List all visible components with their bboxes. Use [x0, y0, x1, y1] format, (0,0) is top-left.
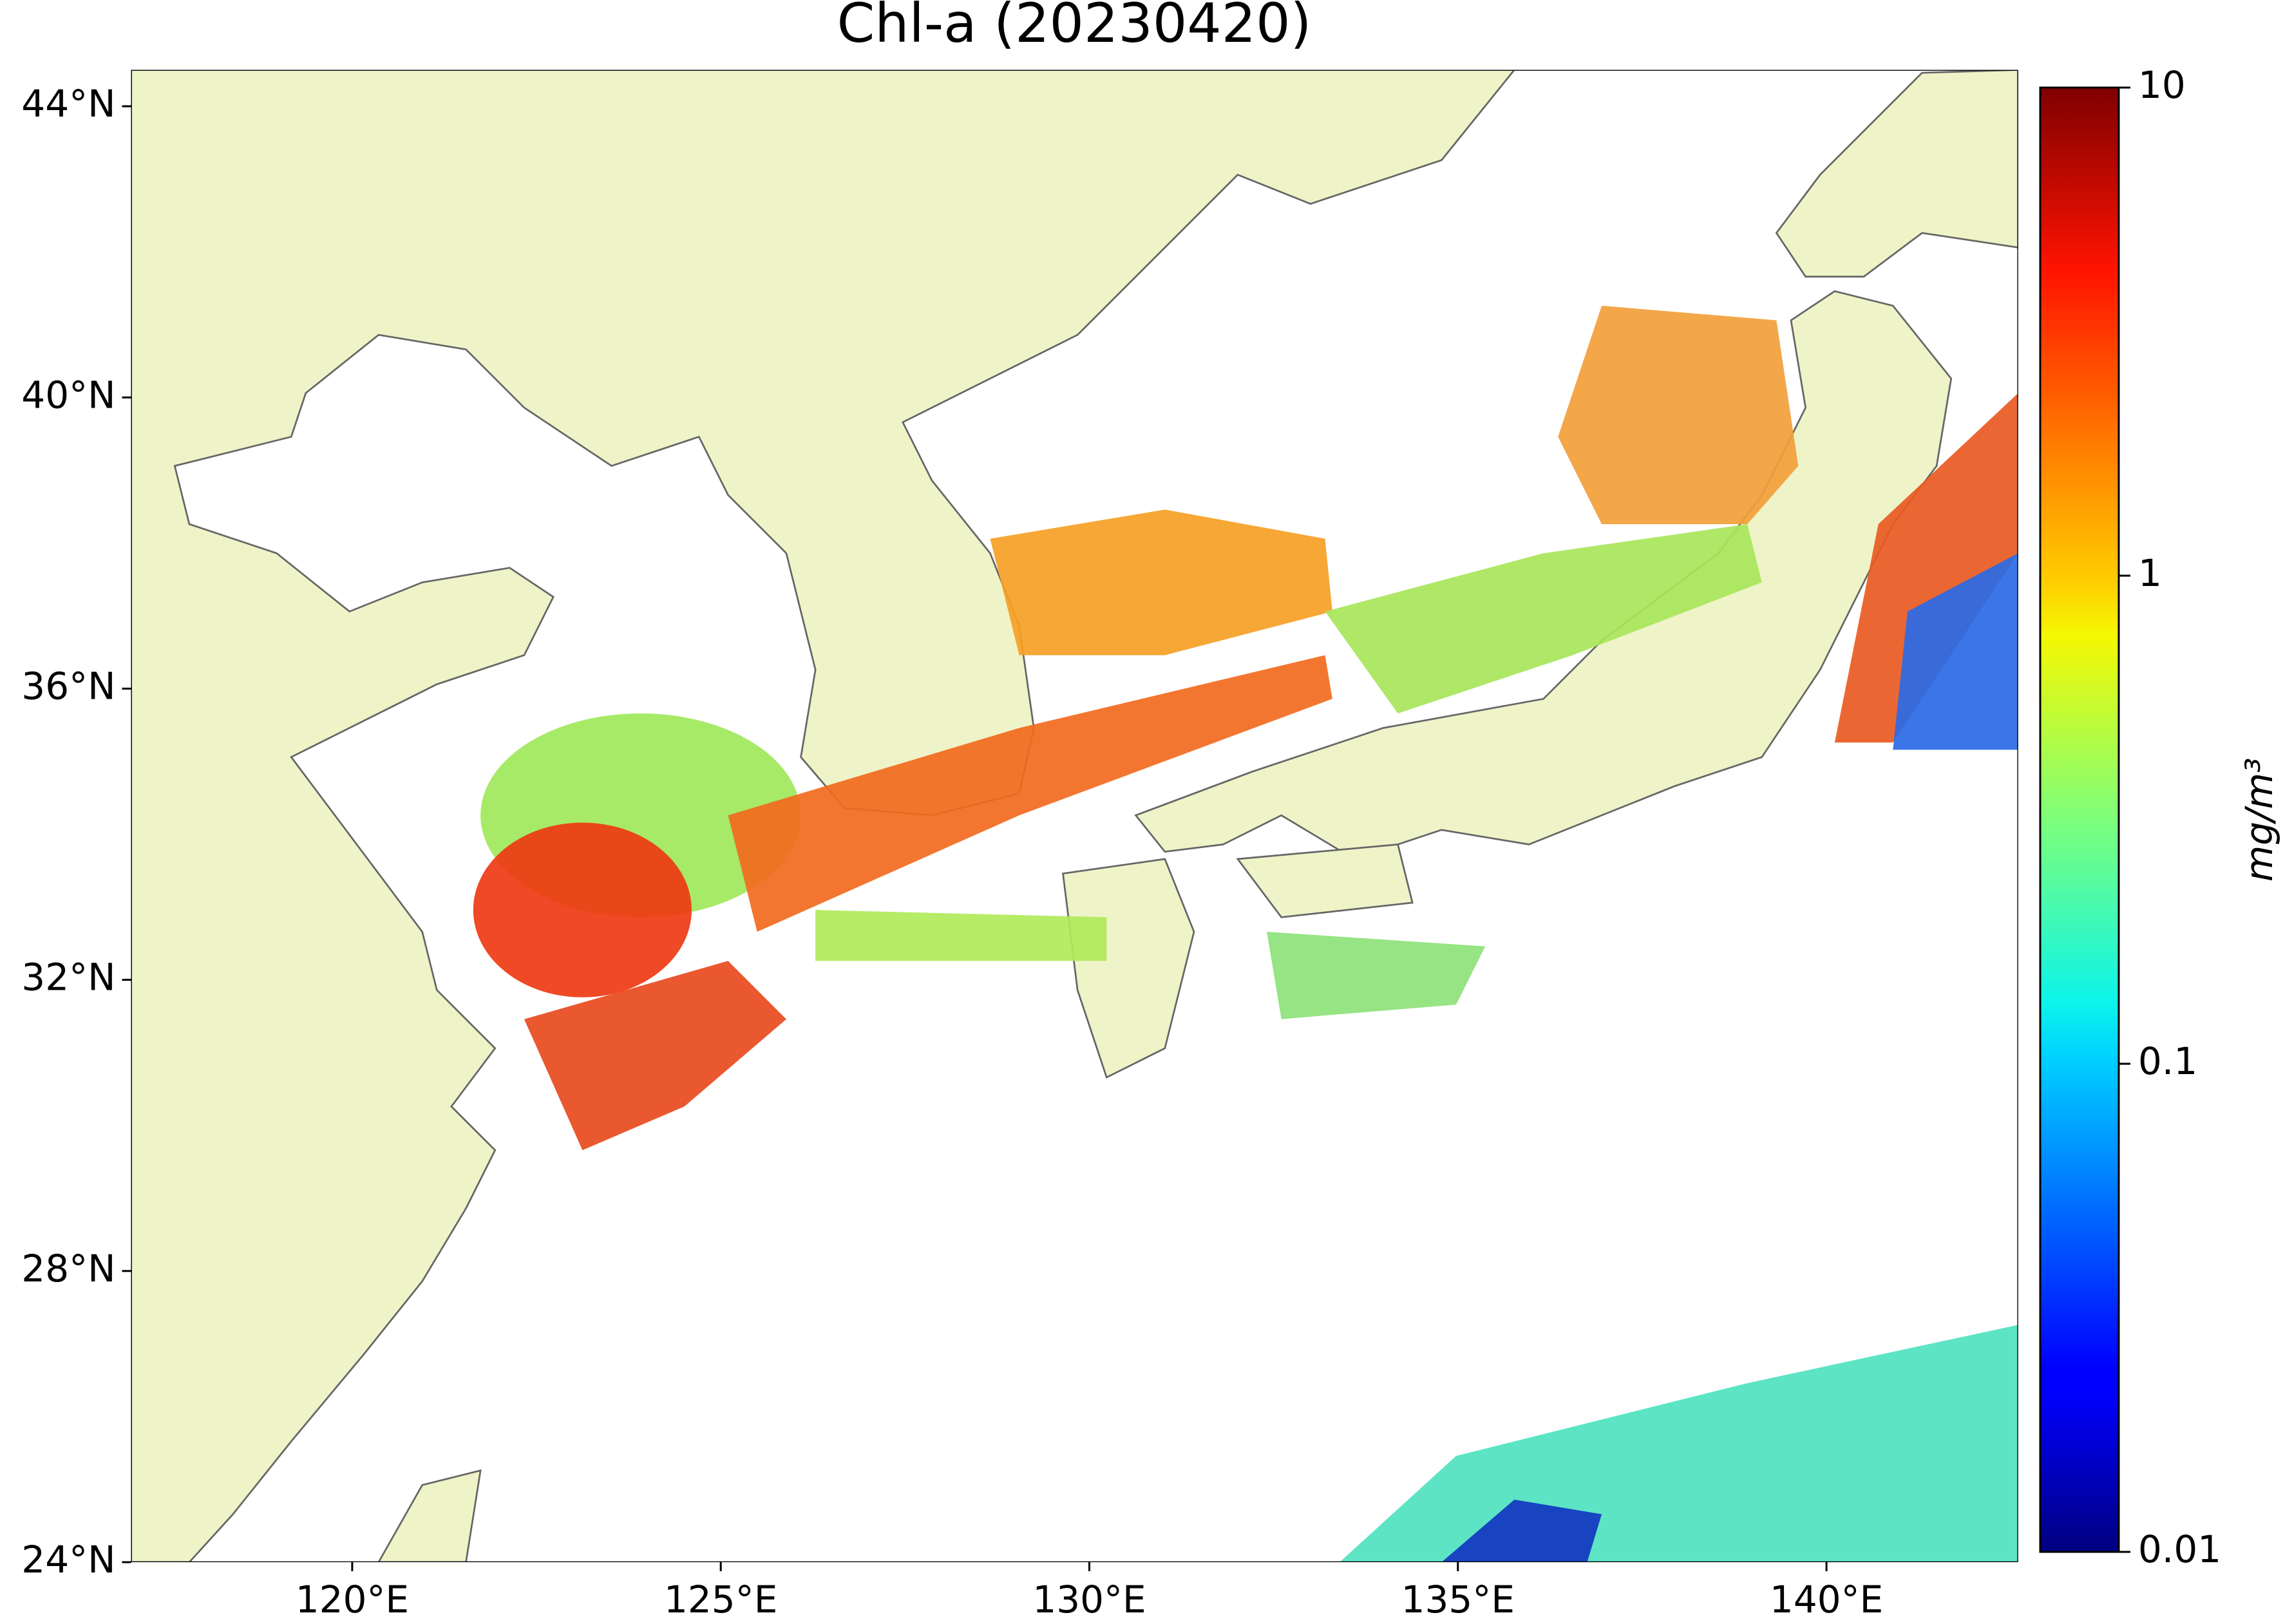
colorbar-label: mg/m³: [2237, 758, 2281, 882]
chl-patch: [1558, 305, 1799, 524]
x-tick-label: 125°E: [664, 1578, 777, 1621]
y-tick-label: 36°N: [21, 665, 115, 708]
colorbar: [2039, 86, 2120, 1553]
chl-patch: [1441, 1499, 1602, 1563]
colorbar-tick-label: 0.1: [2138, 1039, 2197, 1083]
x-tick-label: 120°E: [296, 1578, 409, 1621]
chl-patch: [990, 509, 1332, 656]
x-tick-label: 130°E: [1032, 1578, 1146, 1621]
map-title: Chl-a (20230420): [837, 0, 1312, 55]
chl-patch: [1325, 524, 1762, 713]
y-tick-label: 40°N: [21, 373, 115, 417]
chl-patch: [1340, 1325, 2018, 1563]
chl-patch: [1834, 393, 2018, 743]
mainland: [131, 70, 1516, 1563]
colorbar-tick-label: 0.01: [2138, 1527, 2221, 1571]
taiwan: [377, 1469, 482, 1563]
x-tick-label: 135°E: [1401, 1578, 1515, 1621]
shikoku: [1236, 843, 1414, 918]
chl-patch: [473, 822, 692, 997]
map-layer: [131, 70, 2018, 1563]
x-tick-label: 140°E: [1770, 1578, 1883, 1621]
colorbar-tick-label: 10: [2138, 63, 2186, 107]
y-tick-label: 44°N: [21, 82, 115, 126]
y-tick-label: 24°N: [21, 1538, 115, 1582]
hokkaido: [1775, 70, 2018, 278]
kyushu: [1062, 858, 1195, 1079]
chl-patch: [1893, 553, 2018, 750]
y-tick-label: 32°N: [21, 956, 115, 999]
chl-patch: [1267, 932, 1486, 1019]
colorbar-tick-label: 1: [2138, 551, 2162, 595]
chl-patch: [815, 910, 1107, 961]
y-tick-label: 28°N: [21, 1247, 115, 1290]
chl-patch: [728, 655, 1332, 932]
chl-patch: [524, 961, 786, 1151]
